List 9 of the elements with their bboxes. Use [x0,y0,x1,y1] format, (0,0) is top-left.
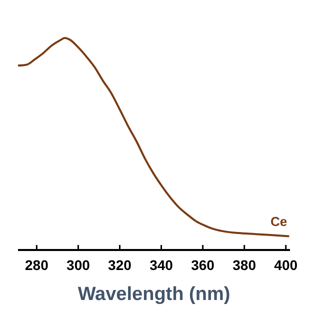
x-tick-label: 360 [191,257,215,273]
x-tick-label: 380 [232,257,256,273]
x-tick-label: 280 [25,257,49,273]
x-tick-label: 400 [274,257,298,273]
x-tick-label: 320 [108,257,132,273]
series-label: Ce [270,214,288,230]
x-tick-label: 340 [150,257,174,273]
x-axis-title: Wavelength (nm) [78,284,230,305]
x-tick-label: 300 [66,257,90,273]
